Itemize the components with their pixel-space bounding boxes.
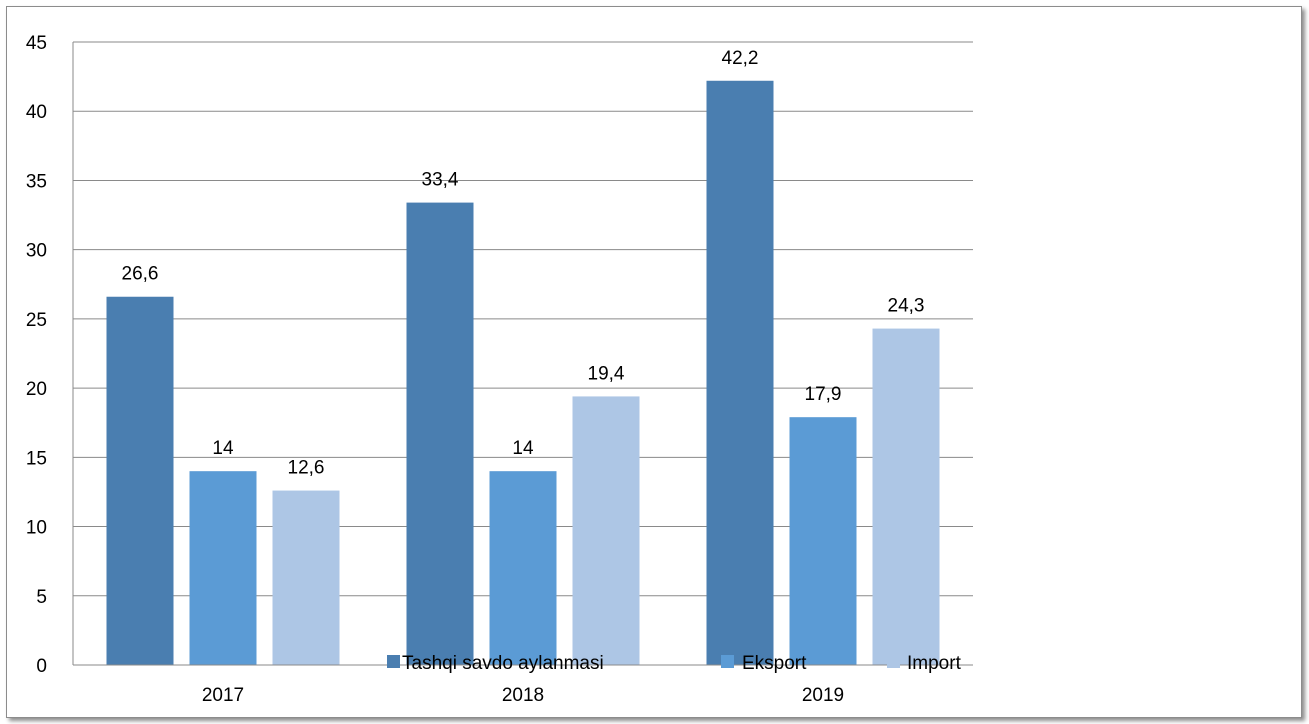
bar-2018-series-1 — [489, 471, 557, 665]
y-tick-label: 35 — [26, 171, 47, 192]
y-tick-label: 25 — [26, 310, 47, 331]
bar-2019-series-2 — [872, 328, 940, 665]
legend-label: Tashqi savdo aylanmasi — [402, 653, 604, 674]
x-axis: 2017 2018 2019 — [73, 664, 973, 706]
bar-2017-series-0 — [106, 296, 174, 665]
y-tick-label: 30 — [26, 241, 47, 262]
y-tick-label: 5 — [36, 587, 47, 608]
data-label: 19,4 — [588, 363, 625, 384]
data-labels: 26,6 14 12,6 33,4 14 19,4 42,2 17,9 24,3 — [122, 48, 925, 479]
data-label: 24,3 — [888, 296, 925, 317]
bar-2018-series-0 — [406, 202, 474, 665]
x-tick-label: 2019 — [802, 685, 844, 706]
data-label: 42,2 — [722, 48, 759, 69]
x-tick-label: 2017 — [202, 685, 244, 706]
legend-label: Eksport — [742, 653, 807, 674]
y-tick-label: 10 — [26, 518, 47, 539]
data-label: 33,4 — [422, 170, 459, 191]
data-label: 26,6 — [122, 264, 159, 285]
y-tick-label: 0 — [36, 656, 47, 677]
legend: Tashqi savdo aylanmasi Eksport Import — [387, 653, 962, 674]
bars — [106, 80, 940, 665]
bar-2017-series-2 — [272, 490, 340, 665]
legend-swatch — [887, 655, 900, 668]
data-label: 17,9 — [805, 384, 842, 405]
bar-2019-series-0 — [706, 80, 774, 665]
bar-2018-series-2 — [572, 396, 640, 665]
data-label: 12,6 — [288, 458, 325, 479]
data-label: 14 — [212, 438, 234, 459]
bar-2019-series-1 — [789, 417, 857, 665]
legend-swatch — [387, 655, 400, 668]
data-label: 14 — [512, 438, 534, 459]
y-axis: 0 5 10 15 20 25 30 35 40 45 — [26, 33, 74, 677]
legend-label: Import — [907, 653, 962, 674]
bar-2017-series-1 — [189, 471, 257, 665]
y-tick-label: 20 — [26, 379, 47, 400]
y-tick-label: 15 — [26, 448, 47, 469]
y-tick-label: 40 — [26, 102, 47, 123]
legend-swatch — [721, 655, 734, 668]
x-tick-label: 2018 — [502, 685, 544, 706]
y-tick-label: 45 — [26, 33, 47, 54]
